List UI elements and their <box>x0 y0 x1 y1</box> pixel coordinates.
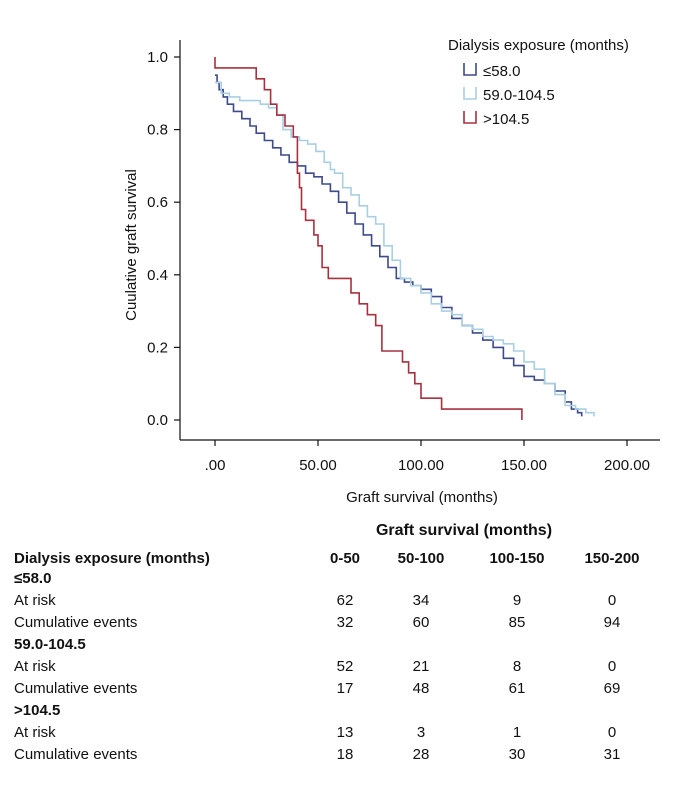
table-cell: 21 <box>412 658 430 675</box>
table-cell: 60 <box>412 614 430 631</box>
table-row: At risk 62 34 9 0 <box>14 592 654 612</box>
table-cell: 17 <box>336 680 354 697</box>
table-row: Cumulative events 18 28 30 31 <box>14 746 654 766</box>
table-cell: 18 <box>336 746 354 763</box>
row-label: At risk <box>14 724 56 741</box>
table-cell: 28 <box>412 746 430 763</box>
table-cell: 0 <box>607 724 617 741</box>
table-cell: 32 <box>336 614 354 631</box>
table-cell: 85 <box>508 614 526 631</box>
table-cell: 9 <box>512 592 522 609</box>
y-tick-label: 1.0 <box>147 49 168 66</box>
risk-table-title: Graft survival (months) <box>375 522 553 539</box>
row-header: Dialysis exposure (months) <box>14 550 210 567</box>
row-label: Cumulative events <box>14 614 138 631</box>
legend-swatch <box>463 87 477 100</box>
y-tick-label: 0.4 <box>147 267 168 284</box>
y-tick-label: 0.0 <box>147 412 168 429</box>
group-name: 59.0-104.5 <box>14 636 86 653</box>
table-cell: 62 <box>336 592 354 609</box>
table-cell: 52 <box>336 658 354 675</box>
legend-title: Dialysis exposure (months) <box>448 37 629 54</box>
table-cell: 8 <box>512 658 522 675</box>
survival-curve-1 <box>215 74 583 417</box>
column-header: 50-100 <box>397 550 445 567</box>
table-cell: 69 <box>603 680 621 697</box>
legend-items: ≤58.0 59.0-104.5 >104.5 <box>463 63 555 128</box>
group-header-row: 59.0-104.5 <box>14 636 654 656</box>
y-tick-label: 0.2 <box>147 339 168 356</box>
table-cell: 48 <box>412 680 430 697</box>
table-cell: 30 <box>508 746 526 763</box>
group-name: ≤58.0 <box>14 570 52 587</box>
row-label: At risk <box>14 592 56 609</box>
table-row: At risk 13 3 1 0 <box>14 724 654 744</box>
x-tick-label: 200.00 <box>604 457 650 474</box>
x-tick-label: 150.00 <box>501 457 547 474</box>
table-cell: 34 <box>412 592 430 609</box>
group-header-row: >104.5 <box>14 702 654 722</box>
survival-curve-3 <box>214 57 523 420</box>
table-cell: 1 <box>512 724 522 741</box>
legend-swatch <box>463 111 477 124</box>
legend-label: 59.0-104.5 <box>483 87 555 104</box>
y-tick-label: 0.8 <box>147 122 168 139</box>
table-cell: 0 <box>607 658 617 675</box>
table-cell: 13 <box>336 724 354 741</box>
legend: Dialysis exposure (months) ≤58.0 59.0-104… <box>448 37 629 128</box>
legend-label: >104.5 <box>483 111 529 128</box>
row-label: Cumulative events <box>14 746 138 763</box>
y-axis-title: Cuulative graft survival <box>123 169 140 321</box>
x-axis-title: Graft survival (months) <box>346 489 498 506</box>
legend-label: ≤58.0 <box>483 63 520 80</box>
group-header-row: ≤58.0 <box>14 570 654 590</box>
table-cell: 31 <box>603 746 621 763</box>
table-row: At risk 52 21 8 0 <box>14 658 654 678</box>
risk-table-header-row: Dialysis exposure (months) 0-50 50-100 1… <box>14 550 654 570</box>
table-cell: 0 <box>607 592 617 609</box>
survival-curves <box>214 57 595 420</box>
table-cell: 61 <box>508 680 526 697</box>
survival-curve-2 <box>215 81 595 417</box>
y-tick-label: 0.6 <box>147 194 168 211</box>
survival-chart: 0.0 0.2 0.4 0.6 0.8 1.0 .00 50.00 100.00 150.00 2… <box>123 37 660 506</box>
row-label: Cumulative events <box>14 680 138 697</box>
table-row: Cumulative events 17 48 61 69 <box>14 680 654 700</box>
y-axis-ticks: 0.0 0.2 0.4 0.6 0.8 1.0 <box>147 49 180 429</box>
column-header: 100-150 <box>489 550 545 567</box>
row-label: At risk <box>14 658 56 675</box>
table-row: Cumulative events 32 60 85 94 <box>14 614 654 634</box>
legend-swatch <box>463 63 477 76</box>
group-name: >104.5 <box>14 702 61 719</box>
x-axis-ticks: .00 50.00 100.00 150.00 200.00 <box>205 440 650 474</box>
x-tick-label: 100.00 <box>398 457 444 474</box>
column-header: 0-50 <box>329 550 361 567</box>
table-cell: 94 <box>603 614 621 631</box>
table-cell: 3 <box>416 724 426 741</box>
column-header: 150-200 <box>584 550 640 567</box>
x-tick-label: 50.00 <box>299 457 337 474</box>
x-tick-label: .00 <box>205 457 226 474</box>
